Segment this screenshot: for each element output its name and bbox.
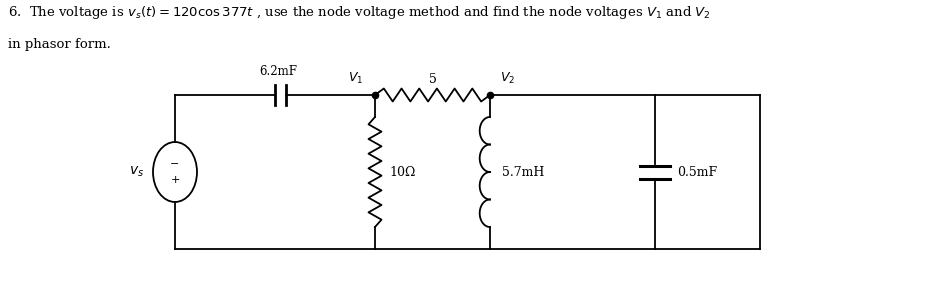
Text: $v_s$: $v_s$ (129, 165, 144, 179)
Text: 10Ω: 10Ω (389, 166, 416, 179)
Text: 5: 5 (429, 73, 436, 86)
Text: 6.  The voltage is $v_s(t) = 120\cos 377t$ , use the node voltage method and fin: 6. The voltage is $v_s(t) = 120\cos 377t… (8, 4, 710, 21)
Text: in phasor form.: in phasor form. (8, 38, 110, 51)
Text: −: − (170, 159, 180, 169)
Text: +: + (170, 175, 180, 185)
Text: 5.7mH: 5.7mH (502, 166, 545, 179)
Text: 6.2mF: 6.2mF (259, 65, 297, 78)
Text: 0.5mF: 0.5mF (677, 166, 717, 179)
Text: $V_2$: $V_2$ (500, 71, 515, 86)
Text: $V_1$: $V_1$ (347, 71, 363, 86)
